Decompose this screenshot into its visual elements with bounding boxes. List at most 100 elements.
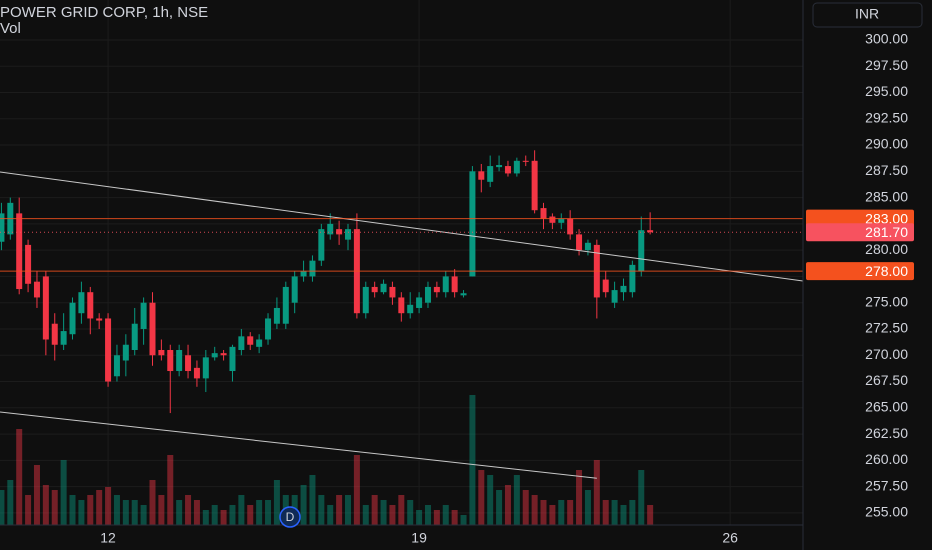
price-label-box — [806, 223, 914, 242]
volume-bar — [584, 490, 591, 525]
volume-bar — [647, 505, 654, 525]
y-tick-label: 285.00 — [865, 188, 908, 204]
y-tick-label: 265.00 — [865, 399, 908, 415]
candle-body — [318, 229, 325, 261]
volume-bar — [629, 500, 636, 525]
candle-body — [496, 165, 503, 168]
volume-bar — [513, 475, 520, 525]
volume-bar — [60, 460, 67, 525]
volume-bar — [25, 495, 32, 525]
volume-bar — [602, 500, 609, 525]
y-tick-label: 292.50 — [865, 109, 908, 125]
plot — [0, 150, 804, 479]
candle-body — [202, 357, 209, 379]
candle-body — [185, 355, 192, 372]
volume-bar — [407, 500, 414, 525]
volume-pane — [0, 395, 654, 525]
candle-body — [69, 302, 76, 335]
volume-bar — [424, 505, 431, 525]
candle-body — [584, 242, 591, 251]
candle-body — [238, 336, 245, 350]
candle-body — [433, 286, 440, 293]
volume-bar — [202, 510, 209, 525]
volume-bar — [131, 500, 138, 525]
volume-bar — [211, 505, 218, 525]
dividend-marker[interactable] — [279, 506, 301, 528]
y-tick-label: 280.00 — [865, 241, 908, 257]
x-tick-label: 19 — [411, 530, 427, 546]
candle-body — [371, 286, 378, 293]
volume-bar — [549, 505, 556, 525]
candle-body — [265, 318, 272, 340]
candle-body — [407, 304, 414, 314]
volume-bar — [433, 510, 440, 525]
x-tick-label: 12 — [100, 530, 116, 546]
volume-bar — [442, 505, 449, 525]
volume-bar — [122, 500, 129, 525]
candle-body — [460, 293, 467, 296]
y-tick-label: 300.00 — [865, 31, 908, 47]
candle-body — [78, 292, 85, 314]
price-axis: 255.00 257.50 260.00 262.50 265.00 267.50 270.… — [806, 31, 914, 520]
currency-label[interactable]: INR — [855, 6, 879, 22]
price-label: 281.70 — [865, 224, 908, 240]
candle-body — [282, 286, 289, 324]
candle-body — [131, 323, 138, 350]
trend-line — [0, 171, 804, 282]
volume-bar — [247, 505, 254, 525]
candle-body — [620, 285, 627, 293]
volume-bar — [140, 505, 147, 525]
candle-body — [291, 276, 298, 303]
volume-bar — [389, 505, 396, 525]
y-tick-label: 267.50 — [865, 372, 908, 388]
candle-body — [0, 213, 5, 242]
volume-bar — [478, 470, 485, 525]
price-label-box — [806, 209, 914, 228]
candle-body — [362, 286, 369, 314]
volume-bar — [336, 495, 343, 525]
volume-bar — [220, 510, 227, 525]
price-label: 278.00 — [865, 263, 908, 279]
candle-body — [113, 355, 120, 377]
candle-body — [149, 302, 156, 356]
volume-label: Vol — [0, 20, 21, 37]
candle-body — [602, 279, 609, 293]
volume-bar — [460, 515, 467, 525]
volume-bar — [558, 500, 565, 525]
x-tick-label: 26 — [722, 530, 738, 546]
volume-bar — [167, 455, 174, 525]
candle-body — [193, 367, 200, 379]
volume-bar — [42, 485, 49, 525]
candle-body — [51, 323, 58, 345]
candle-body — [487, 166, 494, 182]
volume-bar — [318, 495, 325, 525]
volume-bar — [451, 510, 458, 525]
candle-body — [513, 160, 520, 174]
currency-button[interactable] — [812, 2, 923, 28]
volume-bar — [176, 500, 183, 525]
candle-body — [176, 350, 183, 372]
volume-bar — [362, 505, 369, 525]
candle-body — [504, 166, 511, 174]
candle-body — [309, 260, 316, 277]
volume-bar — [238, 495, 245, 525]
candle-body — [211, 353, 218, 358]
candle-body — [638, 230, 645, 272]
candle-body — [576, 234, 583, 251]
candle-body — [647, 230, 654, 233]
volume-bar — [149, 480, 156, 525]
y-tick-label: 295.00 — [865, 83, 908, 99]
volume-bar — [273, 480, 280, 525]
volume-bar — [51, 490, 58, 525]
dividend-marker-label[interactable]: D — [286, 510, 295, 524]
candle-body — [25, 244, 32, 284]
candle-body — [122, 344, 129, 361]
volume-bar — [345, 495, 352, 525]
trend-line — [0, 411, 597, 479]
volume-bar — [105, 487, 112, 525]
candle-body — [558, 218, 565, 223]
candle-body — [273, 307, 280, 324]
candle-body — [96, 318, 103, 321]
candle-body — [416, 297, 423, 308]
volume-bar — [193, 500, 200, 525]
